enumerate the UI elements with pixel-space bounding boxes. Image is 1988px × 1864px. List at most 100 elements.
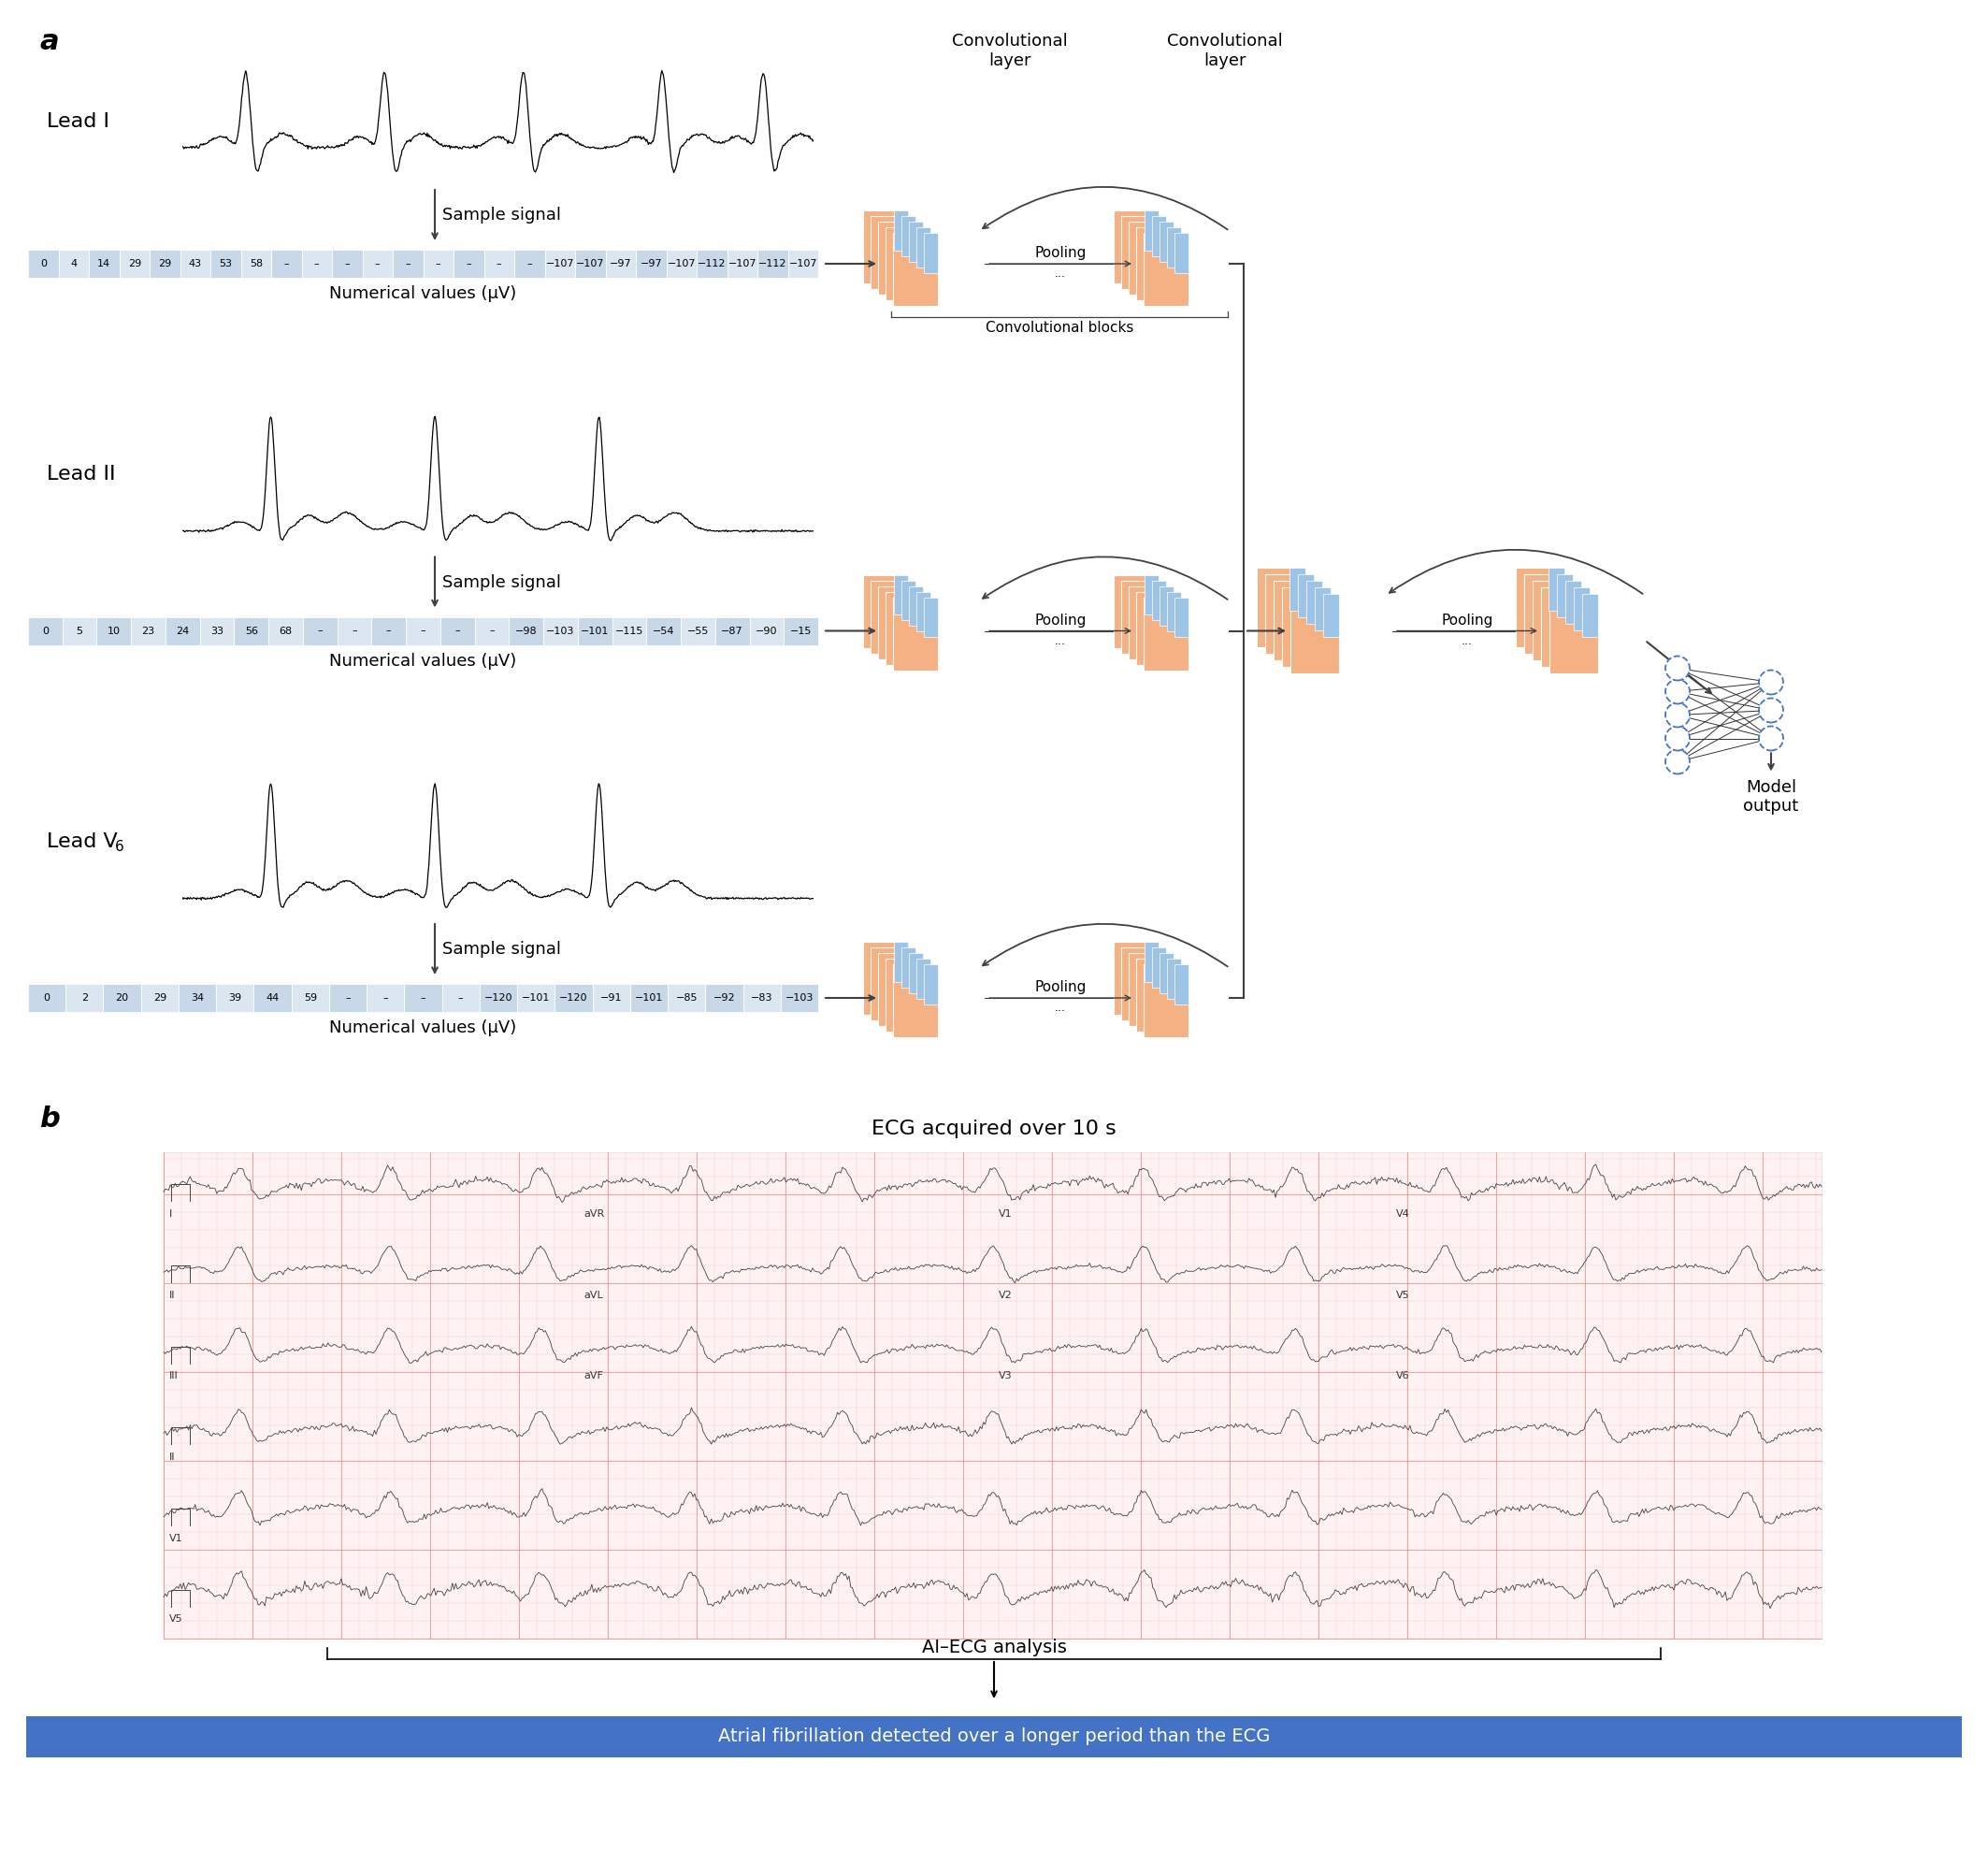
Bar (517, 984, 555, 1012)
Bar (62, 617, 97, 645)
Text: ...: ... (1056, 634, 1066, 647)
Text: –: – (497, 259, 501, 268)
Text: –: – (527, 259, 533, 268)
Bar (394, 250, 423, 278)
Bar (1290, 593, 1340, 673)
Text: –: – (284, 259, 288, 268)
Bar (1549, 593, 1598, 673)
Bar (1129, 585, 1173, 658)
Text: –: – (376, 259, 380, 268)
Bar (646, 617, 680, 645)
Text: 0: 0 (44, 994, 50, 1003)
Bar (119, 250, 149, 278)
Bar (555, 984, 592, 1012)
Bar (749, 617, 783, 645)
Bar (1167, 591, 1181, 632)
Text: 59: 59 (304, 994, 316, 1003)
Bar (893, 964, 938, 1036)
Text: Convolutional
layer: Convolutional layer (1167, 34, 1282, 69)
Bar (254, 984, 292, 1012)
Text: –: – (435, 259, 441, 268)
Text: Pooling: Pooling (1034, 980, 1085, 994)
Bar (1143, 233, 1189, 306)
Bar (332, 250, 362, 278)
Bar (441, 984, 479, 1012)
Bar (1175, 964, 1189, 1005)
Text: –: – (346, 994, 350, 1003)
Bar (879, 953, 922, 1025)
Bar (1282, 587, 1330, 667)
Text: b: b (40, 1105, 60, 1133)
Text: Numerical values (µV): Numerical values (µV) (330, 285, 517, 302)
Text: –: – (386, 626, 392, 636)
Text: a: a (40, 28, 58, 56)
Bar (211, 250, 241, 278)
Bar (1145, 941, 1159, 982)
Bar (901, 216, 914, 255)
Text: Lead I: Lead I (48, 112, 109, 130)
Text: 20: 20 (115, 994, 129, 1003)
Bar (362, 250, 394, 278)
Bar (97, 617, 131, 645)
Bar (545, 250, 575, 278)
Circle shape (1666, 749, 1690, 774)
Text: −120: −120 (485, 994, 513, 1003)
Bar (131, 617, 165, 645)
Bar (728, 250, 757, 278)
Bar (1256, 567, 1306, 647)
Text: –: – (489, 626, 495, 636)
Circle shape (1666, 680, 1690, 705)
Text: 33: 33 (211, 626, 223, 636)
Text: −91: −91 (600, 994, 622, 1003)
Bar (787, 250, 819, 278)
Text: 14: 14 (97, 259, 111, 268)
Text: −92: −92 (714, 994, 736, 1003)
Text: aVL: aVL (584, 1290, 602, 1299)
Bar (270, 250, 302, 278)
Bar (783, 617, 819, 645)
Bar (1129, 953, 1173, 1025)
Circle shape (1666, 727, 1690, 751)
Bar (1135, 958, 1181, 1031)
Bar (696, 250, 728, 278)
Bar (141, 984, 179, 1012)
Text: II: II (169, 1452, 175, 1461)
Bar (916, 958, 930, 999)
Text: Lead V: Lead V (48, 831, 117, 850)
Bar (28, 984, 66, 1012)
Text: 6: 6 (115, 841, 123, 854)
Text: 44: 44 (266, 994, 278, 1003)
Text: 68: 68 (278, 626, 292, 636)
Bar (893, 233, 938, 306)
Bar (479, 984, 517, 1012)
Text: −101: −101 (521, 994, 551, 1003)
FancyArrow shape (26, 1717, 1962, 1758)
Text: –: – (314, 259, 320, 268)
Text: −107: −107 (545, 259, 575, 268)
Bar (515, 250, 545, 278)
Text: 23: 23 (141, 626, 155, 636)
Bar (1113, 941, 1159, 1014)
Bar (509, 617, 543, 645)
Bar (1582, 593, 1598, 637)
Text: –: – (406, 259, 412, 268)
Text: 29: 29 (153, 994, 167, 1003)
Bar (630, 984, 668, 1012)
Bar (1113, 211, 1159, 283)
Text: ...: ... (1461, 634, 1473, 647)
Text: 39: 39 (229, 994, 243, 1003)
Text: V2: V2 (998, 1290, 1012, 1299)
Bar (863, 574, 909, 647)
Text: –: – (344, 259, 350, 268)
Circle shape (1759, 699, 1783, 723)
Bar (149, 250, 181, 278)
Circle shape (1666, 703, 1690, 727)
Bar (575, 250, 606, 278)
Bar (1567, 580, 1580, 624)
Bar (439, 617, 475, 645)
Text: −55: −55 (688, 626, 710, 636)
Bar (483, 250, 515, 278)
Bar (1145, 574, 1159, 615)
Text: 4: 4 (70, 259, 78, 268)
Text: –: – (352, 626, 358, 636)
